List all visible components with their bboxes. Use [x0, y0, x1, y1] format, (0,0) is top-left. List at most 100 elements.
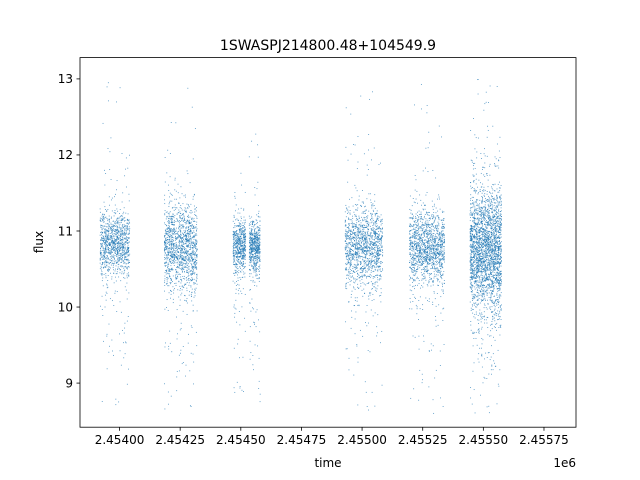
data-point-cluster-4 — [366, 243, 368, 245]
data-point-cluster-0 — [121, 239, 123, 241]
data-point-cluster-0 — [124, 231, 126, 233]
data-point-cluster-1 — [188, 214, 189, 216]
data-point-cluster-4 — [375, 231, 376, 233]
data-point-cluster-4 — [347, 243, 349, 245]
data-point-cluster-1 — [193, 243, 195, 245]
data-point-cluster-3 — [255, 268, 257, 270]
data-point-cluster-3 — [257, 257, 259, 259]
data-point-cluster-1 — [187, 238, 189, 240]
data-point-cluster-1 — [195, 214, 197, 216]
data-point-cluster-3 — [253, 321, 255, 323]
data-point-cluster-4 — [365, 311, 367, 313]
data-point-cluster-1 — [189, 225, 191, 227]
data-point-cluster-0 — [112, 246, 114, 248]
data-point-cluster-0 — [112, 259, 114, 261]
data-point-cluster-1 — [194, 227, 196, 229]
data-point-cluster-4 — [367, 251, 369, 253]
data-point-cluster-0 — [122, 192, 124, 194]
data-point-cluster-4 — [366, 219, 368, 221]
data-point-cluster-3 — [251, 237, 253, 239]
data-point-cluster-4 — [373, 205, 375, 207]
data-point-cluster-1 — [175, 256, 177, 258]
data-point-cluster-4 — [380, 242, 382, 244]
data-point-cluster-3 — [259, 244, 261, 246]
data-point-cluster-1 — [193, 242, 194, 244]
data-point-cluster-1 — [184, 266, 186, 268]
data-point-cluster-0 — [112, 267, 114, 269]
data-point-cluster-4 — [382, 255, 384, 257]
data-point-cluster-0 — [111, 247, 113, 249]
data-point-cluster-1 — [171, 230, 173, 232]
data-point-cluster-1 — [170, 255, 172, 257]
data-point-cluster-3 — [249, 237, 251, 239]
data-point-cluster-3 — [250, 249, 252, 251]
data-point-cluster-3 — [258, 259, 260, 261]
data-point-cluster-0 — [122, 236, 124, 238]
data-point-cluster-1 — [167, 267, 168, 268]
data-point-cluster-2 — [238, 269, 240, 271]
data-point-cluster-0 — [125, 253, 127, 255]
data-point-cluster-4 — [362, 240, 364, 241]
data-point-cluster-1 — [181, 256, 183, 258]
data-point-cluster-1 — [178, 221, 180, 223]
data-point-cluster-1 — [193, 268, 194, 270]
data-point-cluster-1 — [192, 273, 193, 275]
data-point-cluster-1 — [184, 222, 186, 223]
data-point-cluster-4 — [351, 231, 353, 233]
data-point-cluster-4 — [380, 219, 382, 221]
data-point-cluster-4 — [373, 230, 374, 232]
data-point-cluster-3 — [249, 326, 251, 328]
data-point-cluster-2 — [237, 240, 239, 242]
data-point-cluster-1 — [175, 242, 177, 244]
data-point-cluster-0 — [108, 269, 109, 271]
data-point-cluster-4 — [368, 210, 370, 212]
data-point-cluster-0 — [123, 252, 124, 254]
data-point-cluster-3 — [251, 223, 253, 225]
data-point-cluster-4 — [353, 277, 355, 279]
data-point-cluster-3 — [256, 220, 258, 222]
data-point-cluster-1 — [170, 243, 172, 245]
data-point-cluster-0 — [114, 244, 116, 246]
data-point-cluster-4 — [360, 232, 362, 234]
data-point-cluster-2 — [239, 250, 241, 252]
data-point-cluster-1 — [167, 227, 168, 229]
data-point-cluster-0 — [100, 254, 102, 256]
data-point-cluster-3 — [257, 259, 259, 261]
data-point-cluster-2 — [233, 259, 235, 261]
data-point-cluster-0 — [100, 273, 102, 275]
data-point-cluster-1 — [173, 224, 175, 226]
data-point-cluster-1 — [190, 246, 192, 248]
data-point-cluster-0 — [123, 211, 125, 213]
data-point-cluster-1 — [190, 293, 192, 295]
data-point-cluster-4 — [358, 246, 360, 248]
data-point-cluster-0 — [128, 228, 129, 230]
data-point-cluster-0 — [101, 245, 103, 247]
data-point-cluster-0 — [128, 221, 130, 223]
data-point-cluster-4 — [371, 229, 373, 231]
data-point-cluster-3 — [254, 235, 255, 237]
data-point-cluster-4 — [367, 248, 368, 250]
data-point-cluster-0 — [118, 249, 120, 251]
data-point-cluster-0 — [129, 253, 131, 255]
data-point-cluster-0 — [113, 248, 115, 249]
data-point-cluster-4 — [348, 254, 350, 256]
data-point-cluster-4 — [376, 210, 378, 212]
data-point-cluster-4 — [352, 275, 354, 277]
data-point-cluster-1 — [189, 229, 191, 231]
data-point-cluster-0 — [104, 184, 106, 186]
data-point-cluster-1 — [181, 260, 183, 262]
data-point-cluster-2 — [242, 256, 244, 258]
data-point-cluster-3 — [256, 238, 258, 239]
data-point-cluster-0 — [108, 249, 109, 251]
data-point-cluster-0 — [105, 253, 106, 255]
data-point-cluster-1 — [174, 189, 176, 191]
data-point-cluster-1 — [183, 267, 185, 269]
data-point-cluster-4 — [359, 223, 361, 225]
data-point-cluster-0 — [108, 323, 110, 325]
data-point-cluster-0 — [102, 218, 104, 220]
data-point-cluster-1 — [191, 224, 193, 226]
data-point-cluster-1 — [181, 264, 183, 266]
data-point-cluster-1 — [190, 278, 192, 280]
data-point-cluster-4 — [381, 218, 383, 220]
data-point-cluster-3 — [256, 251, 258, 253]
